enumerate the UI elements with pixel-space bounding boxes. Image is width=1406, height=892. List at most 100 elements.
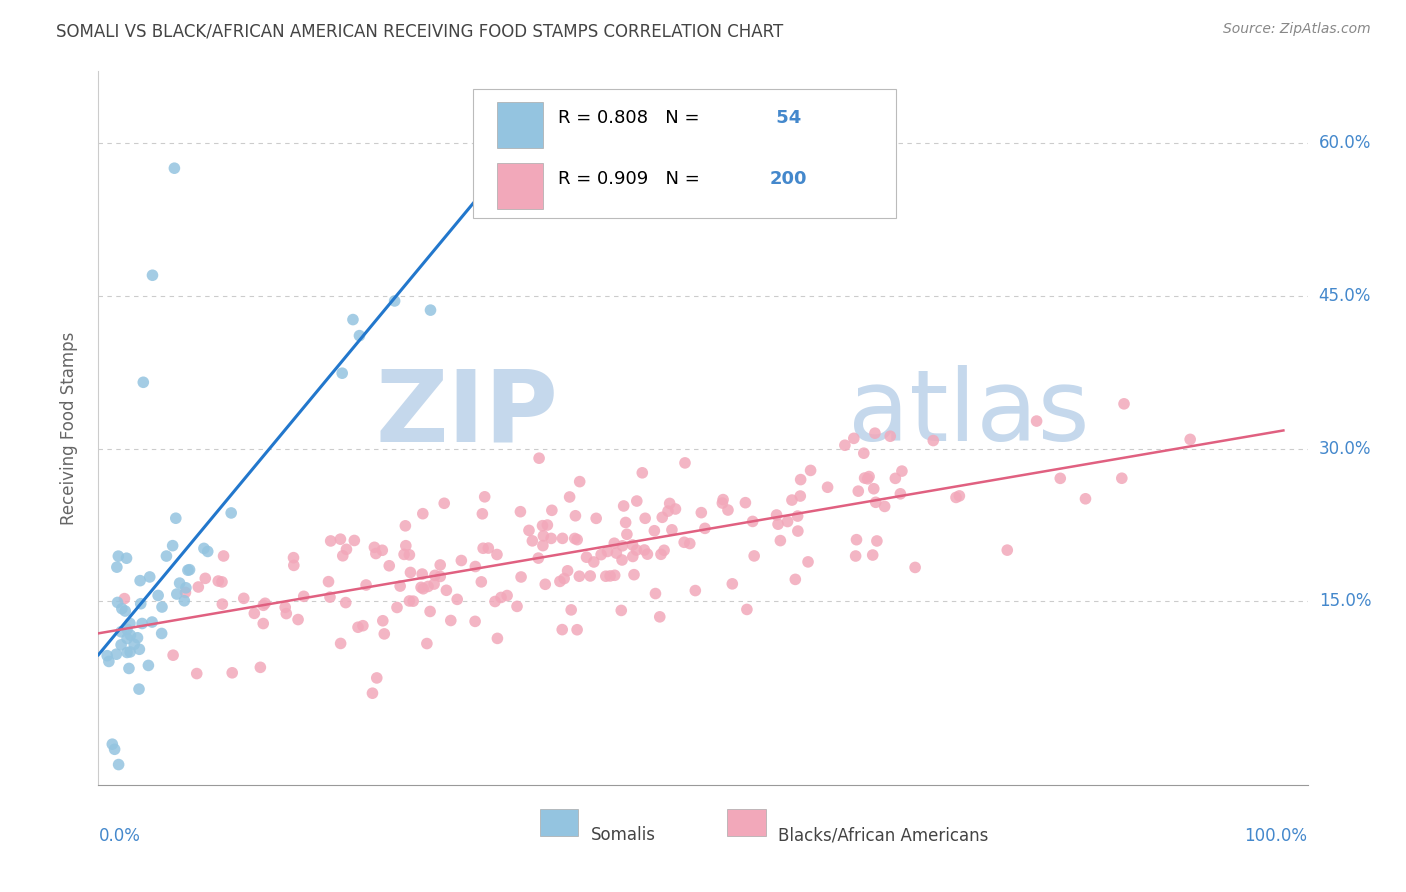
Point bbox=[173, 594, 195, 608]
Point bbox=[643, 524, 665, 538]
Text: ZIP: ZIP bbox=[375, 366, 558, 462]
Point bbox=[114, 604, 136, 618]
Point bbox=[741, 515, 763, 529]
Point bbox=[110, 624, 132, 639]
Point bbox=[115, 645, 138, 659]
Text: 0.0%: 0.0% bbox=[98, 827, 141, 845]
Point bbox=[471, 507, 494, 521]
Text: 100.0%: 100.0% bbox=[1244, 827, 1308, 845]
Point bbox=[789, 489, 811, 503]
Point bbox=[335, 542, 357, 557]
Point bbox=[207, 574, 229, 588]
Point bbox=[621, 538, 644, 552]
Point bbox=[551, 623, 574, 637]
Point bbox=[349, 328, 371, 343]
Point bbox=[474, 490, 496, 504]
Point bbox=[434, 583, 457, 598]
Point bbox=[122, 637, 145, 651]
Point bbox=[162, 648, 184, 663]
Text: Source: ZipAtlas.com: Source: ZipAtlas.com bbox=[1223, 22, 1371, 37]
Point bbox=[889, 487, 911, 501]
FancyBboxPatch shape bbox=[540, 809, 578, 837]
Point bbox=[464, 559, 486, 574]
Point bbox=[107, 757, 129, 772]
Point bbox=[486, 632, 509, 646]
Text: 200: 200 bbox=[769, 169, 807, 187]
FancyBboxPatch shape bbox=[474, 89, 897, 218]
Point bbox=[179, 563, 201, 577]
Point bbox=[211, 597, 233, 611]
Point bbox=[115, 551, 138, 566]
Point bbox=[433, 496, 456, 510]
Point bbox=[470, 574, 492, 589]
Point bbox=[283, 558, 305, 573]
Point bbox=[423, 568, 446, 582]
Point bbox=[252, 616, 274, 631]
Text: 45.0%: 45.0% bbox=[1319, 286, 1371, 305]
Text: Somalis: Somalis bbox=[591, 826, 655, 845]
Point bbox=[585, 511, 607, 525]
Point bbox=[1025, 414, 1047, 428]
Point bbox=[110, 638, 132, 652]
Point bbox=[150, 600, 173, 615]
Point bbox=[858, 469, 880, 483]
Point bbox=[856, 472, 879, 486]
Point bbox=[292, 590, 315, 604]
Point bbox=[995, 543, 1018, 558]
Point bbox=[477, 541, 499, 555]
Point bbox=[187, 580, 209, 594]
Point bbox=[402, 594, 425, 608]
Point bbox=[416, 579, 439, 593]
Point bbox=[603, 568, 626, 582]
Point bbox=[485, 548, 508, 562]
Point bbox=[596, 544, 619, 558]
Point bbox=[252, 599, 274, 613]
Point bbox=[412, 507, 434, 521]
Point bbox=[557, 564, 579, 578]
Point bbox=[169, 576, 191, 591]
FancyBboxPatch shape bbox=[727, 809, 766, 837]
Point bbox=[411, 567, 433, 582]
Point bbox=[605, 546, 627, 560]
Point bbox=[385, 600, 408, 615]
Point bbox=[146, 589, 169, 603]
Point bbox=[834, 438, 856, 452]
Point bbox=[496, 589, 519, 603]
Point bbox=[450, 553, 472, 567]
FancyBboxPatch shape bbox=[498, 102, 543, 148]
Point bbox=[138, 570, 160, 584]
Point bbox=[115, 623, 138, 637]
Point bbox=[366, 671, 388, 685]
Point bbox=[614, 516, 637, 530]
Point bbox=[658, 496, 681, 510]
Point bbox=[534, 577, 557, 591]
Point bbox=[329, 532, 352, 546]
Text: R = 0.909   N =: R = 0.909 N = bbox=[558, 169, 706, 187]
Point bbox=[786, 524, 808, 538]
Y-axis label: Receiving Food Stamps: Receiving Food Stamps bbox=[59, 332, 77, 524]
Point bbox=[115, 632, 138, 646]
Point bbox=[785, 573, 807, 587]
Point bbox=[540, 532, 562, 546]
Point bbox=[335, 596, 357, 610]
Point bbox=[464, 615, 486, 629]
Point bbox=[664, 502, 686, 516]
Point bbox=[817, 480, 839, 494]
Point bbox=[107, 595, 129, 609]
Point bbox=[509, 505, 531, 519]
Point bbox=[800, 463, 823, 477]
Text: 30.0%: 30.0% bbox=[1319, 440, 1371, 458]
Point bbox=[506, 599, 529, 614]
Point bbox=[429, 558, 451, 572]
Point bbox=[651, 510, 673, 524]
Point bbox=[873, 500, 896, 514]
Point bbox=[120, 628, 142, 642]
Point bbox=[342, 312, 364, 326]
Point bbox=[626, 494, 648, 508]
Point bbox=[797, 555, 820, 569]
Point bbox=[243, 607, 266, 621]
Point bbox=[398, 548, 420, 562]
Point bbox=[1112, 397, 1135, 411]
Point bbox=[673, 535, 696, 549]
Text: R = 0.808   N =: R = 0.808 N = bbox=[558, 109, 706, 127]
